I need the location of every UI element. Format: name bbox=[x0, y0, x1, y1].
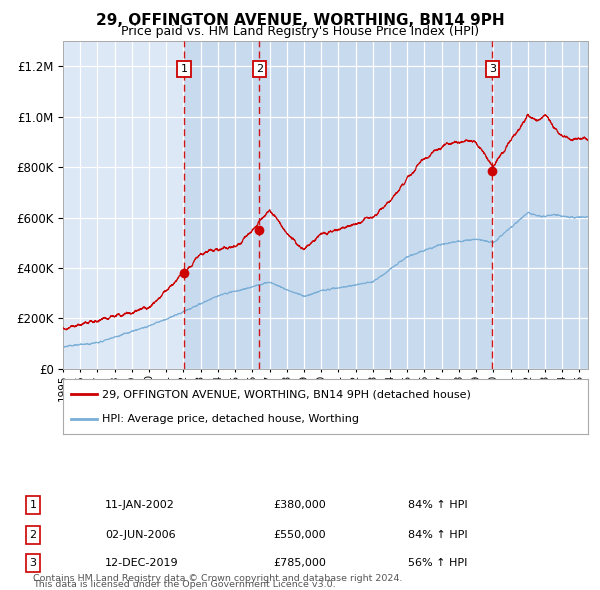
Text: £785,000: £785,000 bbox=[273, 558, 326, 568]
Text: 29, OFFINGTON AVENUE, WORTHING, BN14 9PH: 29, OFFINGTON AVENUE, WORTHING, BN14 9PH bbox=[95, 13, 505, 28]
Text: Contains HM Land Registry data © Crown copyright and database right 2024.: Contains HM Land Registry data © Crown c… bbox=[33, 574, 403, 583]
Text: 11-JAN-2002: 11-JAN-2002 bbox=[105, 500, 175, 510]
Text: 3: 3 bbox=[489, 64, 496, 74]
Text: £380,000: £380,000 bbox=[273, 500, 326, 510]
Text: 56% ↑ HPI: 56% ↑ HPI bbox=[408, 558, 467, 568]
Bar bbox=[493, 41, 588, 369]
Text: 2: 2 bbox=[29, 530, 37, 540]
Bar bbox=[259, 41, 493, 369]
Text: 12-DEC-2019: 12-DEC-2019 bbox=[105, 558, 179, 568]
Text: 84% ↑ HPI: 84% ↑ HPI bbox=[408, 530, 467, 540]
Text: 1: 1 bbox=[29, 500, 37, 510]
Text: 2: 2 bbox=[256, 64, 263, 74]
Text: 84% ↑ HPI: 84% ↑ HPI bbox=[408, 500, 467, 510]
Text: 1: 1 bbox=[181, 64, 187, 74]
Text: HPI: Average price, detached house, Worthing: HPI: Average price, detached house, Wort… bbox=[103, 414, 359, 424]
Text: 02-JUN-2006: 02-JUN-2006 bbox=[105, 530, 176, 540]
Text: Price paid vs. HM Land Registry's House Price Index (HPI): Price paid vs. HM Land Registry's House … bbox=[121, 25, 479, 38]
Bar bbox=[184, 41, 259, 369]
Text: This data is licensed under the Open Government Licence v3.0.: This data is licensed under the Open Gov… bbox=[33, 581, 335, 589]
Text: 3: 3 bbox=[29, 558, 37, 568]
Text: £550,000: £550,000 bbox=[273, 530, 326, 540]
Text: 29, OFFINGTON AVENUE, WORTHING, BN14 9PH (detached house): 29, OFFINGTON AVENUE, WORTHING, BN14 9PH… bbox=[103, 389, 471, 399]
